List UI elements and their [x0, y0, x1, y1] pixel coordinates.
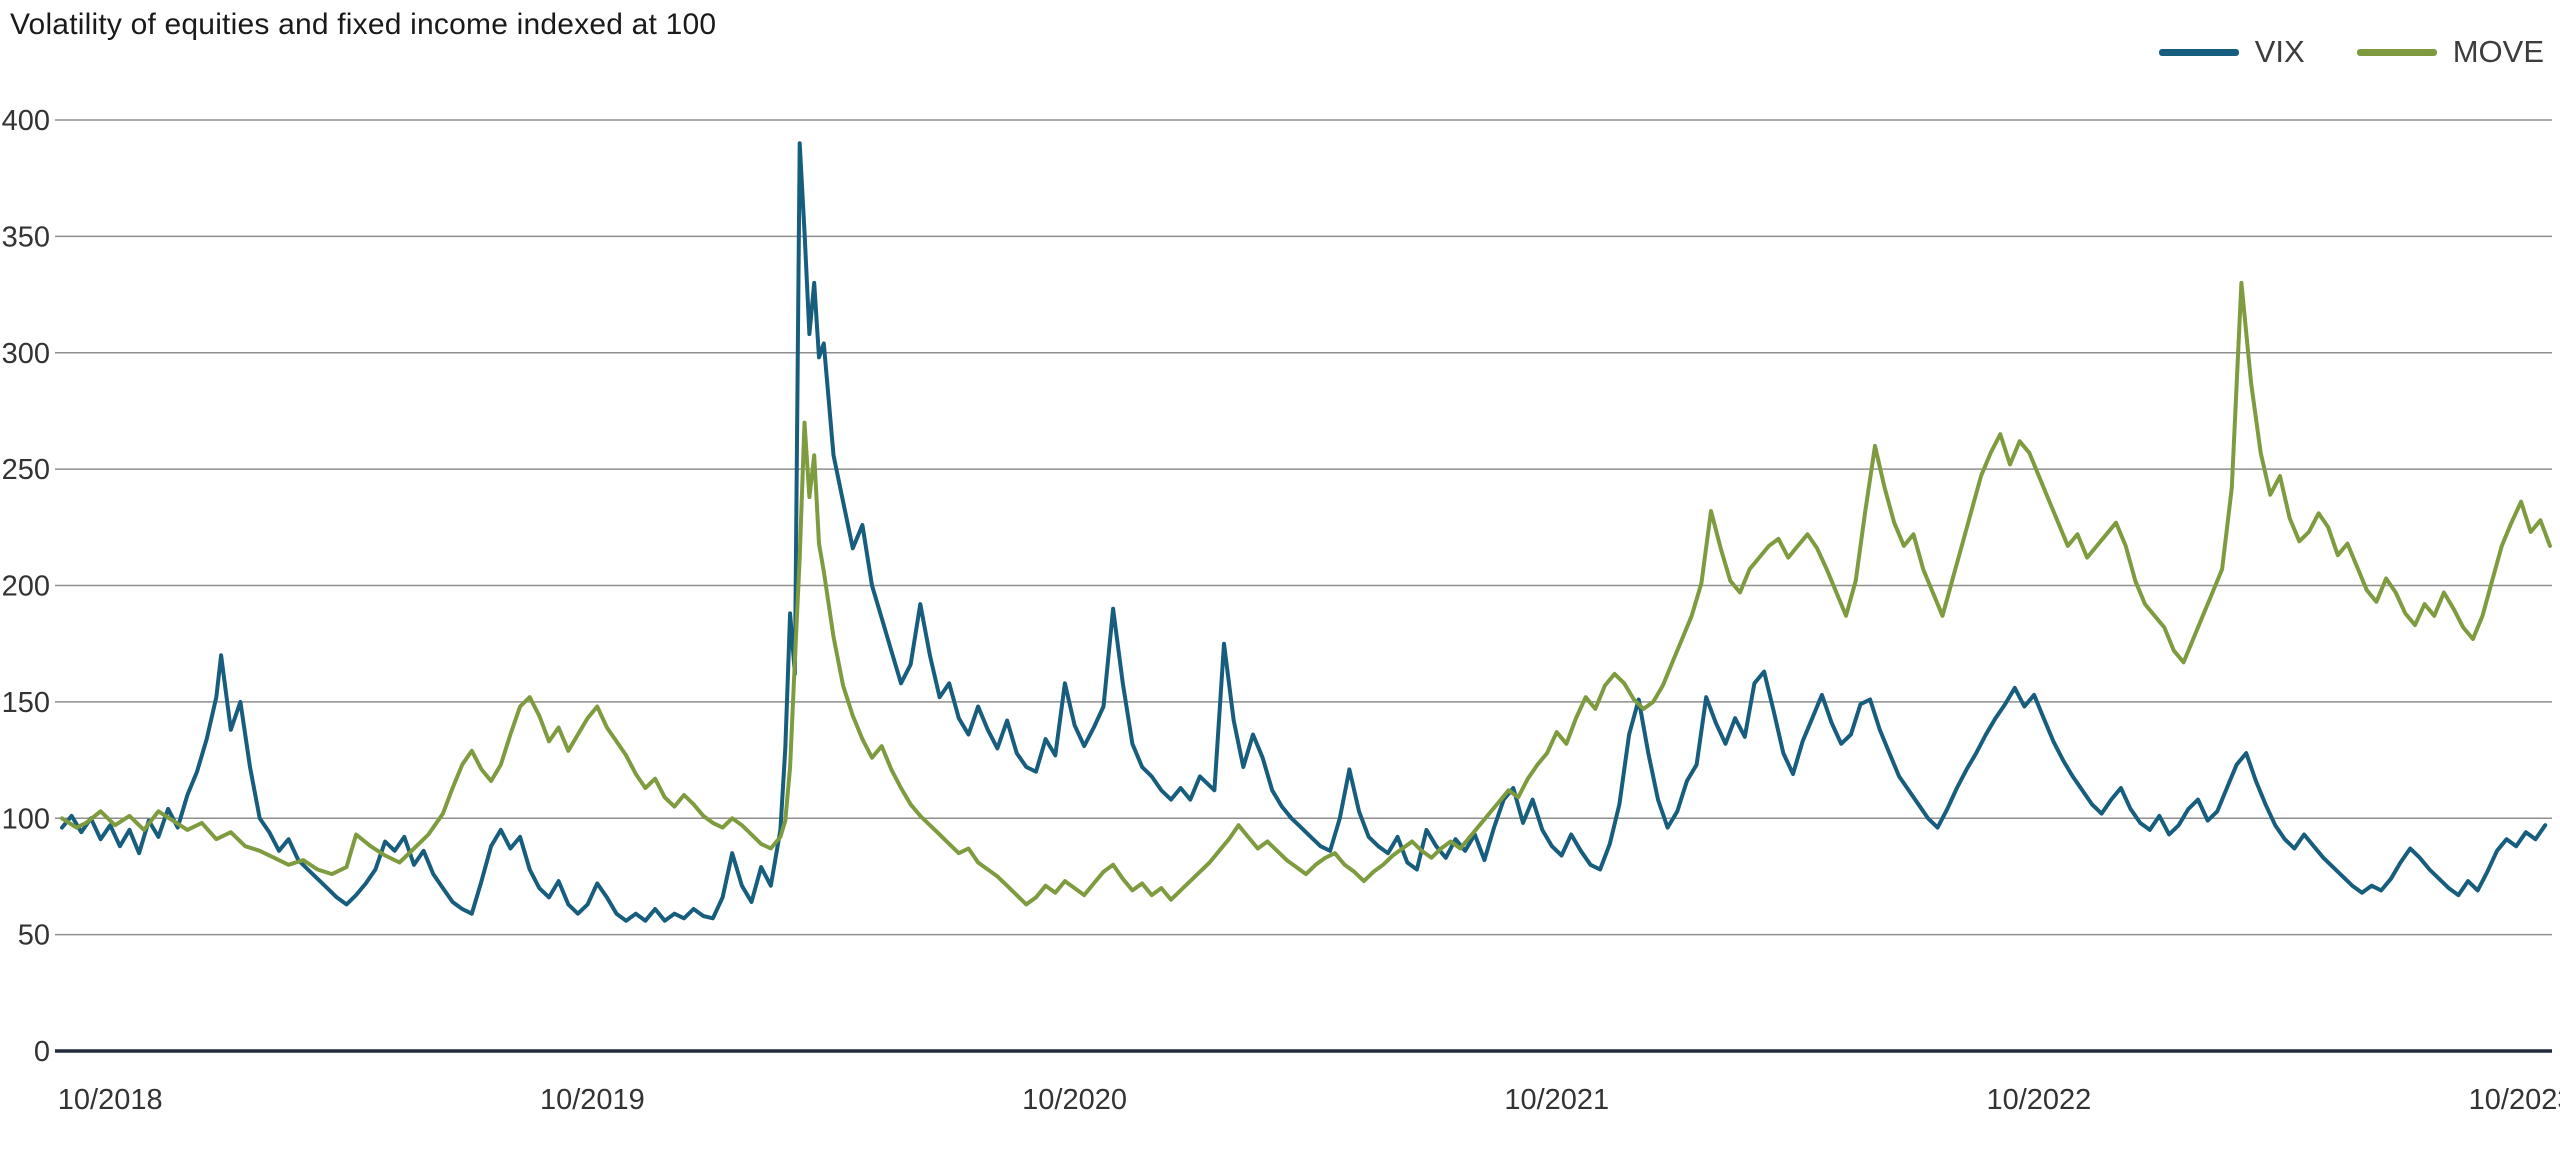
legend-label-vix: VIX	[2254, 34, 2305, 69]
move-line	[60, 280, 2552, 907]
y-tick-label: 250	[2, 454, 50, 486]
x-tick-label: 10/2019	[540, 1084, 645, 1116]
y-tick-label: 150	[2, 687, 50, 719]
y-tick-label: 50	[18, 920, 50, 952]
x-tick-label: 10/2020	[1022, 1084, 1127, 1116]
x-tick-label: 10/2023	[2469, 1084, 2560, 1116]
legend-item-move: MOVE	[2356, 34, 2544, 70]
legend-item-vix: VIX	[2158, 34, 2305, 70]
x-tick-label: 10/2018	[58, 1084, 163, 1116]
chart-legend: VIX MOVE	[2158, 34, 2544, 70]
vix-line-swatch-icon	[2158, 48, 2239, 56]
x-tick-label: 10/2021	[1504, 1084, 1609, 1116]
vix-line	[60, 141, 2548, 923]
legend-label-move: MOVE	[2452, 34, 2544, 69]
chart-title: Volatility of equities and fixed income …	[10, 8, 717, 41]
y-tick-label: 350	[2, 221, 50, 253]
y-tick-label: 400	[2, 105, 50, 137]
y-tick-label: 300	[2, 338, 50, 370]
x-tick-label: 10/2022	[1986, 1084, 2091, 1116]
move-line-swatch-icon	[2356, 48, 2437, 56]
y-tick-label: 200	[2, 571, 50, 603]
y-tick-label: 0	[34, 1036, 50, 1068]
y-tick-label: 100	[2, 803, 50, 835]
